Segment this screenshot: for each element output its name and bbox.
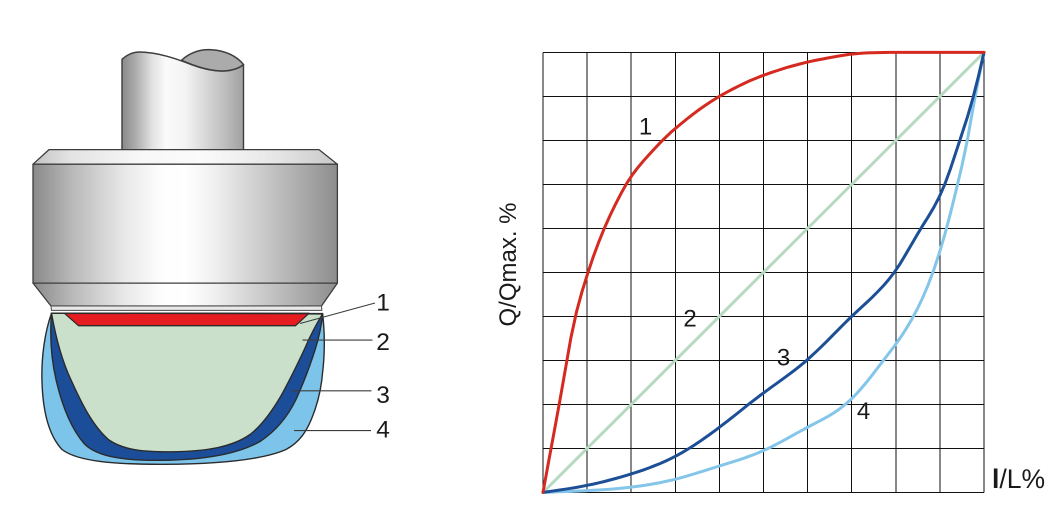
svg-text:3: 3 [376, 382, 390, 409]
svg-text:Q/Qmax. %: Q/Qmax. % [495, 202, 522, 326]
svg-text:4: 4 [857, 398, 870, 425]
svg-text:2: 2 [683, 306, 696, 333]
svg-text:l/L%: l/L% [992, 464, 1045, 494]
svg-text:1: 1 [376, 289, 390, 316]
svg-text:2: 2 [376, 329, 390, 356]
svg-text:1: 1 [639, 113, 652, 140]
svg-text:3: 3 [777, 345, 790, 372]
svg-text:4: 4 [376, 417, 390, 444]
